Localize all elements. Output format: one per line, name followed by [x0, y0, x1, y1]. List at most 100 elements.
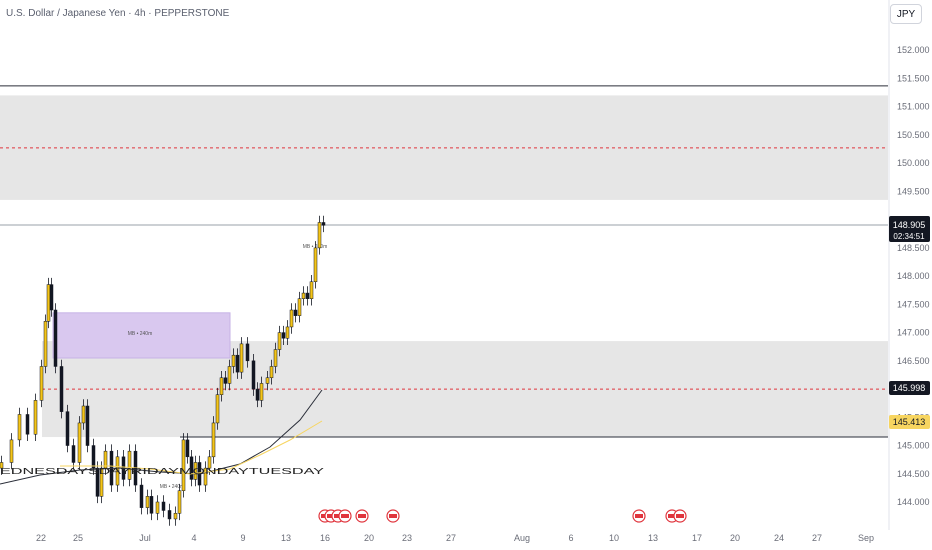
y-axis-tick-label: 148.000	[897, 271, 930, 281]
y-axis-tick-label: 146.500	[897, 356, 930, 366]
x-axis-tick-label: Sep	[858, 533, 874, 543]
candle-body	[59, 366, 64, 412]
candle-body	[203, 467, 208, 486]
economic-event-flag	[635, 514, 643, 518]
candle-body	[269, 366, 274, 379]
ma-price-value: 145.413	[893, 417, 926, 427]
candle-body	[289, 309, 294, 328]
candle-body	[305, 292, 310, 299]
candle-body	[91, 445, 96, 469]
x-axis-tick-label: 20	[730, 533, 740, 543]
economic-event-flag	[341, 514, 349, 518]
x-axis-tick-label: 16	[320, 533, 330, 543]
candle-body	[39, 366, 44, 401]
x-axis-tick-label: 23	[402, 533, 412, 543]
candle-body	[211, 422, 216, 458]
x-axis-tick-label: 27	[812, 533, 822, 543]
candle-body	[309, 281, 314, 299]
candle-body	[155, 501, 160, 514]
y-axis-tick-label: 151.500	[897, 73, 930, 83]
annotation-label: MB • 240m	[303, 244, 328, 250]
candle-body	[317, 222, 322, 249]
last-price-value: 148.905	[893, 220, 926, 230]
annotation-label: MB • 240m	[160, 484, 185, 490]
candle-body	[251, 360, 256, 390]
x-axis-tick-label: 9	[240, 533, 245, 543]
candle-body	[259, 383, 264, 401]
x-axis-tick-label: 20	[364, 533, 374, 543]
symbol-title: U.S. Dollar / Japanese Yen · 4h · PEPPER…	[6, 8, 230, 19]
candle-body	[46, 284, 51, 322]
x-axis-tick-label: 27	[446, 533, 456, 543]
candle-body	[77, 422, 82, 463]
candle-body	[25, 414, 30, 435]
candle-body	[173, 513, 178, 520]
candle-body	[219, 377, 224, 395]
session-day-label: EDNESDAYSDAYRIDAYMONDAYTUESDAY	[0, 467, 325, 476]
candle-body	[33, 400, 38, 435]
x-axis-tick-label: 13	[648, 533, 658, 543]
x-axis-tick-label: 22	[36, 533, 46, 543]
countdown-timer: 02:34:51	[893, 232, 925, 241]
candle-body	[71, 445, 76, 463]
candle-body	[145, 496, 150, 508]
y-axis-tick-label: 144.000	[897, 497, 930, 507]
economic-event-flag	[334, 514, 342, 518]
x-axis-tick-label: 25	[73, 533, 83, 543]
y-axis-tick-label: 147.000	[897, 328, 930, 338]
y-axis-tick-label: 152.000	[897, 45, 930, 55]
y-axis-tick-label: 147.500	[897, 299, 930, 309]
candle-body	[149, 496, 154, 514]
candle-body	[9, 439, 14, 463]
candle-body	[49, 284, 54, 311]
candle-body	[115, 456, 120, 486]
last-price-tag	[889, 216, 930, 242]
candle-body	[99, 467, 104, 497]
candle-body	[239, 343, 244, 373]
candle-body	[181, 439, 186, 491]
x-axis-tick-label: 24	[774, 533, 784, 543]
candle-body	[189, 456, 194, 480]
midline-price-tag	[889, 381, 930, 395]
y-axis-tick-label: 148.500	[897, 243, 930, 253]
economic-event-flag	[668, 514, 676, 518]
candle-body	[43, 321, 48, 367]
x-axis-tick-label: 13	[281, 533, 291, 543]
y-axis-tick-label: 149.500	[897, 186, 930, 196]
candle-body	[161, 501, 166, 511]
candle-body	[215, 394, 220, 424]
candle-body	[95, 467, 100, 497]
midline-price-value: 145.998	[893, 383, 926, 393]
candle-body	[281, 332, 286, 339]
candle-body	[207, 456, 212, 469]
x-axis-tick-label: Aug	[514, 533, 530, 543]
y-axis-tick-label: 151.000	[897, 102, 930, 112]
candle-body	[139, 484, 144, 508]
moving-average-yellow	[60, 420, 323, 475]
y-axis-tick-label: 150.500	[897, 130, 930, 140]
candle-body	[85, 405, 90, 446]
candle-body	[65, 411, 70, 446]
candle-body	[53, 309, 58, 367]
candle-body	[227, 366, 232, 384]
candle-body	[265, 377, 270, 384]
candle-body	[297, 298, 302, 316]
candle-body	[193, 462, 198, 480]
zone-order-block	[52, 312, 231, 359]
economic-event-flag	[327, 514, 335, 518]
currency-button[interactable]: JPY	[890, 4, 922, 24]
candle-body	[313, 247, 318, 283]
candle-body	[285, 326, 290, 339]
candle-body	[293, 309, 298, 316]
ma-price-tag	[889, 415, 930, 429]
x-axis-tick-label: 4	[191, 533, 196, 543]
candle-body	[301, 292, 306, 299]
economic-event-flag	[358, 514, 366, 518]
candle-body	[81, 405, 86, 424]
economic-event-flag	[389, 514, 397, 518]
x-axis-tick-label: 17	[692, 533, 702, 543]
candle-body	[231, 354, 236, 367]
economic-event-flag	[676, 514, 684, 518]
